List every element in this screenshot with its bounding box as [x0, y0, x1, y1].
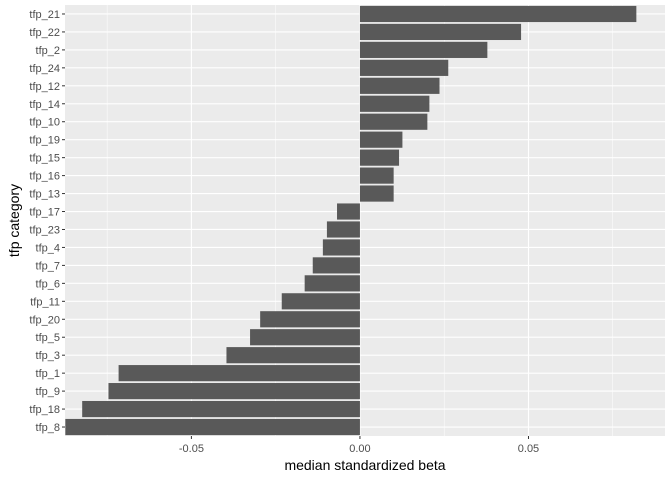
- x-tick-label: 0.00: [349, 443, 370, 455]
- bar-tfp_13: [359, 185, 394, 202]
- y-tick-label: tfp_22: [29, 27, 60, 39]
- y-tick-label: tfp_15: [29, 153, 60, 165]
- bar-tfp_18: [82, 400, 360, 418]
- y-tick-label: tfp_3: [36, 350, 60, 362]
- y-tick-label: tfp_7: [36, 260, 60, 272]
- bar-tfp_11: [281, 293, 360, 310]
- y-tick-label: tfp_8: [36, 422, 60, 434]
- bar-tfp_16: [359, 167, 394, 184]
- bar-tfp_14: [359, 95, 430, 112]
- minor-gridlines: [106, 5, 614, 436]
- bar-tfp_22: [359, 23, 522, 41]
- y-tick-label: tfp_13: [29, 189, 60, 201]
- bar-tfp_9: [108, 383, 360, 400]
- y-tick-label: tfp_20: [29, 314, 60, 326]
- bar-tfp_2: [359, 41, 488, 58]
- y-axis-ticks: tfp_21 tfp_22 tfp_2 tfp_24 tfp_12 tfp_14 tfp_1…: [29, 9, 65, 434]
- bar-tfp_12: [359, 77, 440, 94]
- y-tick-label: tfp_19: [29, 135, 60, 147]
- y-tick-label: tfp_1: [36, 368, 60, 380]
- y-tick-label: tfp_21: [29, 9, 60, 21]
- y-tick-label: tfp_4: [36, 242, 60, 254]
- y-tick-label: tfp_12: [29, 81, 60, 93]
- bar-tfp_1: [118, 365, 360, 382]
- bar-tfp_24: [359, 59, 449, 76]
- bar-tfp_20: [260, 311, 360, 328]
- y-tick-label: tfp_14: [29, 99, 60, 111]
- y-tick-label: tfp_6: [36, 278, 60, 290]
- y-tick-label: tfp_23: [29, 224, 60, 236]
- bar-tfp_3: [226, 347, 360, 364]
- bar-tfp_5: [250, 329, 360, 346]
- bar-tfp_6: [304, 275, 360, 292]
- y-tick-label: tfp_17: [29, 207, 60, 219]
- y-axis-title: tfp category: [6, 184, 22, 257]
- y-tick-label: tfp_2: [36, 45, 60, 57]
- bar-tfp_23: [326, 221, 360, 238]
- y-tick-label: tfp_24: [29, 63, 60, 75]
- bar-tfp_7: [312, 257, 360, 274]
- bar-tfp_4: [322, 239, 360, 256]
- y-tick-label: tfp_10: [29, 117, 60, 129]
- bar-tfp_15: [359, 149, 400, 166]
- y-tick-label: tfp_9: [36, 386, 60, 398]
- bar-tfp_19: [359, 131, 403, 148]
- bar-tfp_21: [359, 5, 637, 23]
- bar-tfp_10: [359, 113, 428, 130]
- plot-panel: [65, 5, 665, 436]
- x-axis-ticks: -0.05 0.00 0.05: [179, 436, 539, 455]
- bars: [65, 5, 637, 436]
- x-axis-title: median standardized beta: [284, 457, 445, 473]
- y-tick-label: tfp_18: [29, 404, 60, 416]
- x-tick-label: 0.05: [518, 443, 539, 455]
- y-tick-label: tfp_11: [30, 296, 60, 308]
- bar-tfp_17: [337, 203, 360, 220]
- y-tick-label: tfp_16: [29, 171, 60, 183]
- bar-tfp_8: [65, 418, 360, 436]
- x-tick-label: -0.05: [179, 443, 204, 455]
- y-tick-label: tfp_5: [36, 332, 60, 344]
